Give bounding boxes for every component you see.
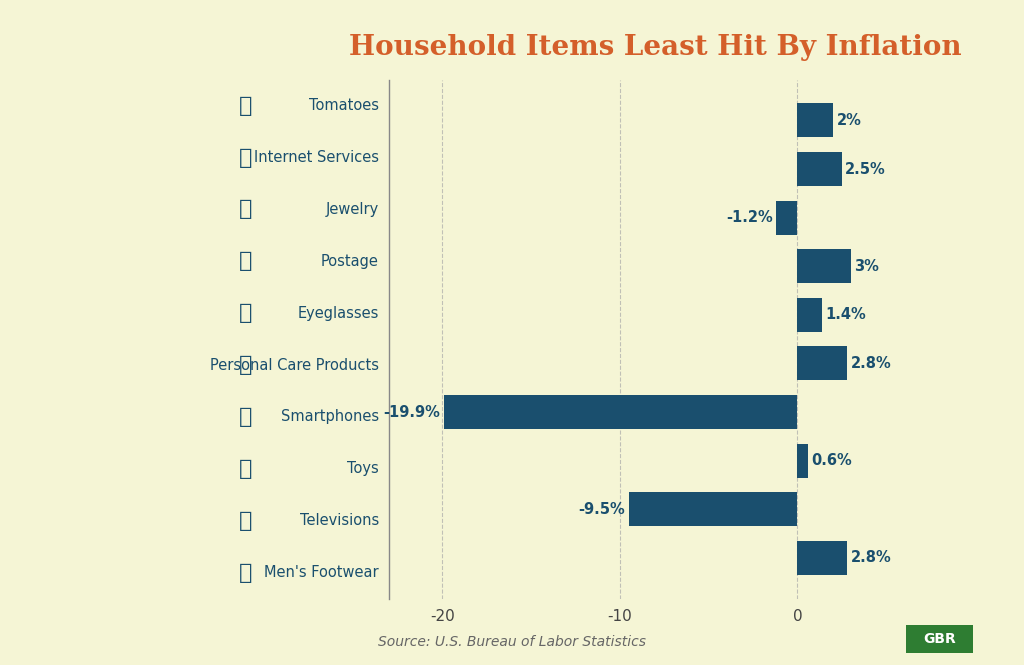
Bar [798, 249, 851, 283]
Text: 1.4%: 1.4% [825, 307, 866, 323]
Text: 2.8%: 2.8% [851, 551, 891, 565]
Title: Household Items Least Hit By Inflation: Household Items Least Hit By Inflation [349, 34, 962, 61]
Text: Smartphones: Smartphones [281, 410, 379, 424]
Text: 0.6%: 0.6% [812, 453, 852, 468]
Text: Tomatoes: Tomatoes [309, 98, 379, 113]
Text: -1.2%: -1.2% [726, 210, 772, 225]
Text: Eyeglasses: Eyeglasses [298, 306, 379, 321]
Text: Televisions: Televisions [300, 513, 379, 528]
Text: 2.5%: 2.5% [845, 162, 886, 176]
Text: 💍: 💍 [239, 200, 253, 219]
Text: Postage: Postage [321, 254, 379, 269]
Bar [776, 201, 798, 235]
Text: Personal Care Products: Personal Care Products [210, 358, 379, 372]
Text: 2.8%: 2.8% [851, 356, 891, 371]
Text: 🍅: 🍅 [239, 96, 253, 116]
Bar [798, 541, 847, 575]
Bar [798, 298, 822, 332]
Text: 👟: 👟 [239, 563, 253, 583]
Text: 🎮: 🎮 [239, 459, 253, 479]
Text: Men's Footwear: Men's Footwear [264, 565, 379, 580]
Text: 📨: 📨 [239, 251, 253, 271]
Bar [798, 152, 842, 186]
Text: Toys: Toys [347, 462, 379, 476]
Text: 💻: 💻 [239, 148, 253, 168]
Bar [444, 395, 798, 429]
Bar [629, 492, 798, 526]
Text: 📺: 📺 [239, 511, 253, 531]
Text: 3%: 3% [854, 259, 879, 274]
Text: Source: U.S. Bureau of Labor Statistics: Source: U.S. Bureau of Labor Statistics [378, 634, 646, 649]
Text: 📱: 📱 [239, 407, 253, 427]
Text: Internet Services: Internet Services [254, 150, 379, 165]
Bar [798, 346, 847, 380]
Bar [798, 103, 833, 138]
Text: 🧴: 🧴 [239, 355, 253, 375]
Text: Jewelry: Jewelry [326, 202, 379, 217]
Text: 2%: 2% [837, 113, 861, 128]
Text: GBR: GBR [924, 632, 955, 646]
Bar [798, 444, 808, 477]
Text: -9.5%: -9.5% [579, 502, 626, 517]
Text: 👓: 👓 [239, 303, 253, 323]
Text: -19.9%: -19.9% [384, 404, 440, 420]
